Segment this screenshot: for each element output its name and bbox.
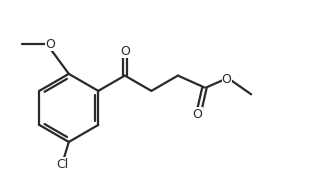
Text: O: O bbox=[120, 45, 130, 58]
Text: O: O bbox=[222, 74, 232, 87]
Text: Cl: Cl bbox=[56, 158, 68, 170]
Text: O: O bbox=[193, 108, 203, 121]
Text: O: O bbox=[45, 38, 55, 51]
